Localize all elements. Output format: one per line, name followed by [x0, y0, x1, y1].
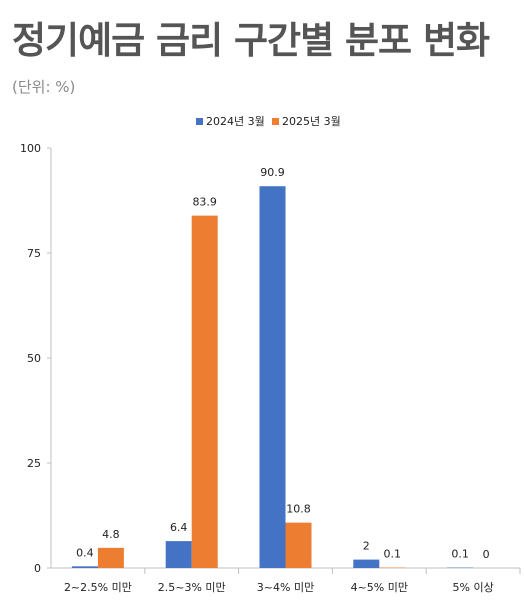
chart-title: 정기예금 금리 구간별 분포 변화	[12, 19, 490, 62]
bar	[191, 215, 218, 568]
x-tick-label: 2~2.5% 미만	[64, 581, 132, 594]
legend: 2024년 3월 2025년 3월	[196, 115, 341, 128]
y-tick-label: 75	[27, 247, 41, 260]
data-label: 2	[363, 540, 370, 553]
legend-label-2024: 2024년 3월	[206, 115, 265, 128]
y-tick-label: 0	[34, 562, 41, 575]
legend-swatch-2024	[196, 118, 203, 125]
data-label: 0	[483, 548, 490, 561]
y-tick-label: 50	[27, 352, 41, 365]
data-label: 4.8	[102, 528, 120, 541]
x-tick-label: 3~4% 미만	[257, 581, 314, 594]
data-label: 6.4	[170, 521, 188, 534]
unit-label: (단위: %)	[12, 78, 76, 96]
y-tick-label: 25	[27, 457, 41, 470]
bar	[165, 541, 192, 568]
data-label: 0.1	[384, 548, 402, 561]
legend-label-2025: 2025년 3월	[282, 115, 341, 128]
bar	[259, 186, 286, 568]
data-label: 83.9	[192, 196, 217, 209]
x-tick-label: 2.5~3% 미만	[158, 581, 226, 594]
bar	[285, 522, 312, 568]
data-label: 10.8	[286, 503, 311, 516]
bar	[97, 547, 124, 568]
x-tick-label: 4~5% 미만	[351, 581, 408, 594]
x-tick-label: 5% 이상	[453, 581, 494, 594]
legend-swatch-2025	[272, 118, 279, 125]
bar	[353, 559, 380, 568]
y-tick-label: 100	[20, 142, 41, 155]
data-label: 90.9	[260, 166, 285, 179]
data-label: 0.4	[76, 546, 94, 559]
data-label: 0.1	[451, 548, 469, 561]
bar	[71, 566, 98, 568]
